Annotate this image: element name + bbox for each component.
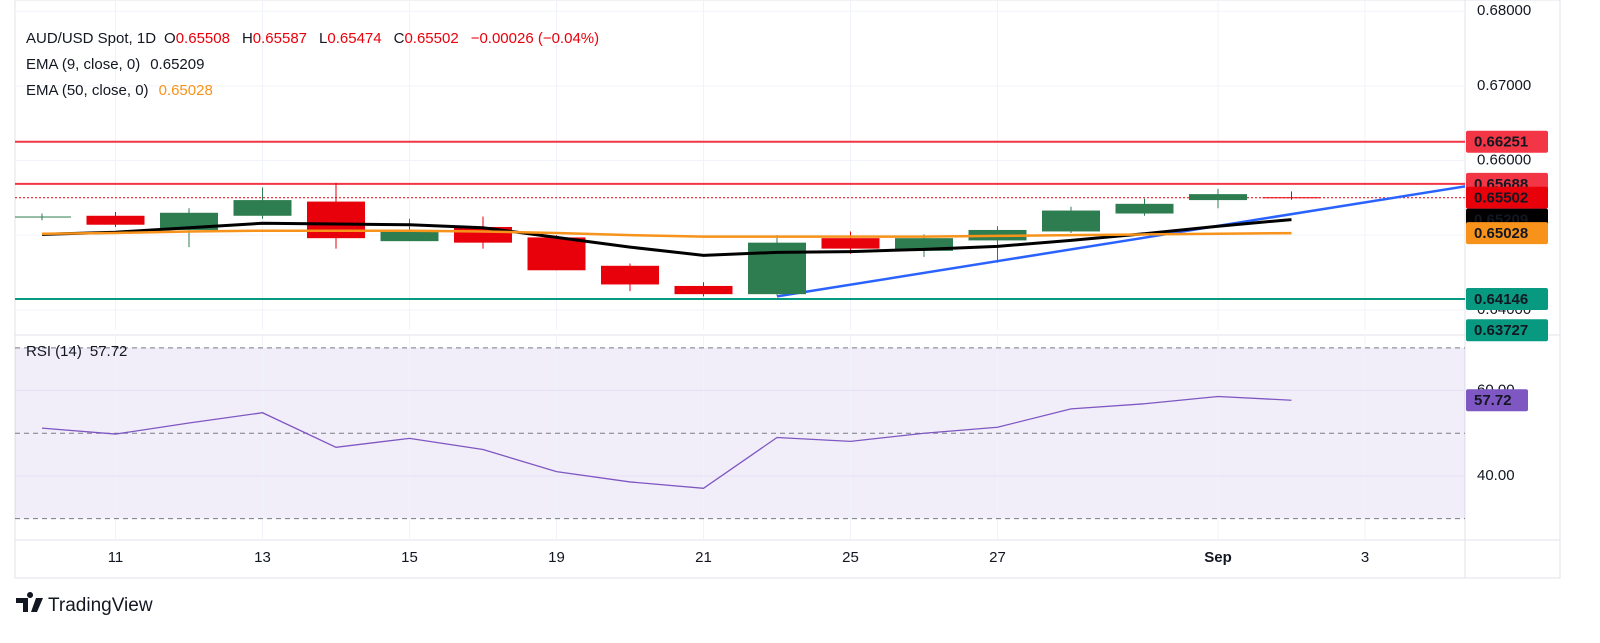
candle-body bbox=[307, 201, 365, 239]
ohlc-value: 0.65474 bbox=[327, 30, 382, 47]
price-label: 0.65028 bbox=[1474, 225, 1528, 242]
x-tick-label: 11 bbox=[108, 549, 124, 566]
candle-body bbox=[527, 237, 586, 271]
candle-body bbox=[674, 285, 733, 295]
y-tick-label: 40.00 bbox=[1477, 467, 1515, 484]
candle-body bbox=[86, 215, 145, 225]
rsi-label-box bbox=[1466, 389, 1528, 412]
price-label: 0.63727 bbox=[1474, 322, 1528, 339]
rsi-line bbox=[41, 395, 1292, 489]
price-label: 0.65502 bbox=[1474, 190, 1528, 207]
rsi-value: 57.72 bbox=[90, 343, 128, 360]
tv-logo bbox=[16, 592, 43, 612]
price-label-box bbox=[1466, 319, 1548, 342]
legend: AUD/USD Spot, 1D O0.65508 H0.65587 L0.65474… bbox=[26, 26, 599, 104]
ohlc-value: 0.65502 bbox=[404, 30, 459, 47]
ema-line bbox=[41, 229, 1292, 238]
candle-body bbox=[1189, 194, 1247, 201]
candle-body bbox=[601, 265, 659, 285]
price-label-box bbox=[1466, 287, 1548, 310]
candle-body bbox=[380, 229, 439, 242]
price-pane bbox=[15, 0, 1465, 330]
candle-body bbox=[821, 238, 880, 249]
price-label-box bbox=[1466, 130, 1548, 153]
candle-body bbox=[15, 216, 71, 218]
ohlc-key: H bbox=[241, 30, 253, 47]
ema-line bbox=[41, 218, 1292, 257]
x-tick-label: 25 bbox=[842, 549, 859, 566]
symbol: AUD/USD Spot, 1D bbox=[26, 30, 157, 47]
price-label-box bbox=[1466, 186, 1548, 209]
series-name: EMA (9, close, 0) bbox=[26, 56, 141, 73]
trendline bbox=[776, 185, 1465, 298]
legend-row: EMA (9, close, 0) 0.65209 bbox=[26, 52, 599, 78]
price-label-box bbox=[1466, 222, 1548, 245]
x-tick-label: 13 bbox=[254, 549, 271, 566]
x-tick-label: Sep bbox=[1204, 549, 1232, 566]
series-value: 0.65209 bbox=[150, 56, 205, 73]
ohlc-key: O bbox=[164, 30, 176, 47]
ohlc-value: 0.65587 bbox=[252, 30, 308, 47]
ohlc-key: L bbox=[319, 30, 328, 47]
price-label: 0.64146 bbox=[1474, 291, 1528, 308]
price-label: 0.66251 bbox=[1474, 134, 1528, 151]
ohlc-key: C bbox=[393, 30, 405, 47]
x-tick-label: 19 bbox=[548, 549, 565, 566]
legend-row: EMA (50, close, 0) 0.65028 bbox=[26, 78, 599, 104]
rsi-title: RSI (14) bbox=[26, 343, 82, 360]
frame bbox=[14, 0, 1561, 579]
candle-body bbox=[748, 242, 806, 295]
x-tick-label: 21 bbox=[695, 549, 712, 566]
x-tick-label: 3 bbox=[1361, 549, 1369, 566]
rsi-label: 57.72 bbox=[1474, 392, 1512, 409]
legend-row: AUD/USD Spot, 1D O0.65508 H0.65587 L0.65474… bbox=[26, 26, 599, 52]
branding: TradingView bbox=[48, 595, 153, 616]
series-name: EMA (50, close, 0) bbox=[26, 82, 149, 99]
x-tick-label: 15 bbox=[401, 549, 418, 566]
candle-body bbox=[233, 200, 292, 216]
change: −0.00026 (−0.04%) bbox=[470, 30, 600, 47]
y-tick-label: 0.67000 bbox=[1477, 77, 1531, 94]
candle-body bbox=[1262, 197, 1321, 199]
y-tick-label: 0.68000 bbox=[1477, 2, 1531, 19]
series-value: 0.65028 bbox=[158, 82, 213, 99]
candle-body bbox=[1042, 210, 1100, 232]
rsi-pane bbox=[15, 335, 1465, 540]
candle-body bbox=[1115, 203, 1174, 214]
x-tick-label: 27 bbox=[989, 549, 1006, 566]
y-tick-label: 0.66000 bbox=[1477, 151, 1531, 168]
ohlc-value: 0.65508 bbox=[175, 30, 230, 47]
